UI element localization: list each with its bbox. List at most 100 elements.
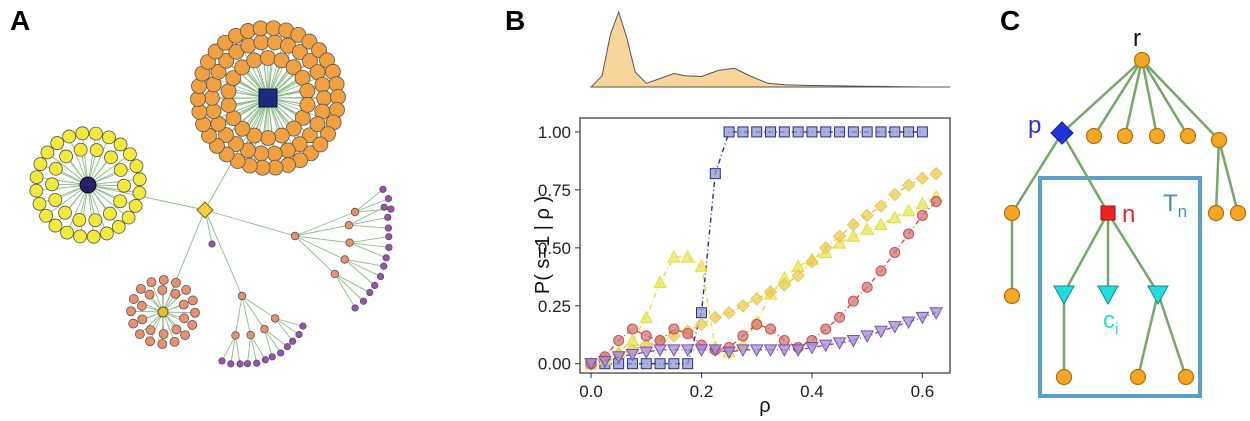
network-edge xyxy=(354,188,384,213)
network-node xyxy=(113,194,128,209)
density-area xyxy=(589,10,945,88)
network-edge xyxy=(334,273,356,309)
data-point xyxy=(682,358,694,370)
network-node xyxy=(73,142,88,157)
data-point xyxy=(654,335,666,347)
network-node xyxy=(384,195,393,203)
data-point xyxy=(832,229,847,243)
data-point xyxy=(861,281,873,293)
network-edge xyxy=(87,137,110,186)
network-node xyxy=(234,59,251,76)
network-node xyxy=(266,145,283,162)
network-node xyxy=(48,161,63,176)
network-node xyxy=(126,306,136,317)
network-edge xyxy=(162,209,206,313)
data-point xyxy=(806,126,818,138)
data-point xyxy=(834,126,846,138)
network-node xyxy=(228,136,244,152)
network-node xyxy=(340,255,349,264)
network-node xyxy=(157,285,168,295)
network-node xyxy=(351,304,359,312)
data-point xyxy=(874,199,888,213)
x-tick-label: 0.0 xyxy=(579,382,603,401)
network-node xyxy=(218,52,235,69)
network-edge xyxy=(87,184,136,207)
network-node xyxy=(39,208,53,223)
network-node xyxy=(157,339,168,349)
series-2 xyxy=(584,166,943,371)
data-point xyxy=(875,265,887,277)
data-point xyxy=(598,355,612,369)
data-point xyxy=(874,325,888,339)
x-tick-label: 0.6 xyxy=(911,382,935,401)
data-point xyxy=(736,344,750,357)
data-point xyxy=(736,299,750,313)
network-node xyxy=(136,300,147,311)
network-node xyxy=(253,145,269,162)
network-edge xyxy=(274,318,300,335)
data-point xyxy=(916,209,928,221)
network-node xyxy=(283,342,291,351)
network-node xyxy=(50,136,65,150)
data-point xyxy=(820,126,832,138)
network-edge xyxy=(334,273,370,293)
network-node xyxy=(113,163,128,177)
y-tick-label: 1.00 xyxy=(538,123,571,142)
data-point xyxy=(680,250,695,263)
network-node xyxy=(180,330,190,341)
network-node xyxy=(292,44,308,60)
network-node xyxy=(246,127,263,144)
data-point xyxy=(763,285,778,299)
network-edge xyxy=(87,184,120,228)
data-point xyxy=(723,126,735,138)
network-node xyxy=(220,97,237,113)
network-edge xyxy=(235,295,243,336)
network-edge xyxy=(87,184,206,211)
network-node xyxy=(299,322,307,330)
network-edge xyxy=(66,184,89,233)
y-tick-label: 0.50 xyxy=(538,239,571,258)
data-point xyxy=(653,275,667,289)
data-point xyxy=(737,126,749,138)
series-1 xyxy=(584,189,944,370)
network-node xyxy=(366,288,374,297)
data-point xyxy=(860,222,875,235)
network-edge xyxy=(40,163,89,186)
network-edge xyxy=(87,184,140,194)
network-node xyxy=(285,120,302,137)
network-node xyxy=(299,83,316,99)
data-point xyxy=(820,323,832,335)
data-point xyxy=(847,126,859,138)
network-node xyxy=(58,205,72,220)
panel-label-b: B xyxy=(505,5,525,36)
network-edge xyxy=(39,184,89,205)
data-point xyxy=(832,337,847,350)
network-node xyxy=(384,224,393,232)
network-edge xyxy=(68,136,89,186)
network-node xyxy=(205,103,222,120)
data-point xyxy=(694,344,709,357)
network-edge xyxy=(344,259,381,277)
data-point xyxy=(791,344,805,357)
network-node xyxy=(299,96,316,113)
data-point xyxy=(901,316,916,330)
network-node xyxy=(289,337,297,345)
network-edge xyxy=(294,235,336,275)
network-edge xyxy=(348,216,388,226)
y-tick-label: 0.25 xyxy=(538,297,571,316)
network-nodes xyxy=(29,20,395,368)
data-point xyxy=(888,187,902,202)
network-node xyxy=(382,254,390,262)
label-root: r xyxy=(1133,25,1141,52)
data-point xyxy=(584,358,598,371)
data-point xyxy=(777,344,792,357)
network-edge xyxy=(56,142,89,186)
network-edge xyxy=(241,295,252,336)
label-subtree: Tn xyxy=(1163,190,1187,221)
data-point xyxy=(889,126,901,138)
data-point xyxy=(667,344,681,357)
data-point xyxy=(901,203,916,217)
network-edge xyxy=(247,335,252,364)
network-node xyxy=(187,320,198,330)
label-child: ci xyxy=(1103,307,1119,338)
